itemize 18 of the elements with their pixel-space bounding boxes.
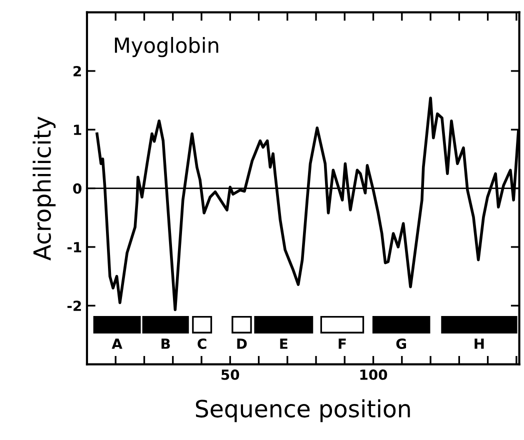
band-label: C (198, 338, 206, 349)
x-tick-label: 50 (222, 369, 240, 380)
y-tick-label: 2 (74, 66, 81, 76)
y-tick-label: 1 (74, 124, 82, 135)
y-tick-label: 0 (73, 183, 82, 194)
y-axis-title: Acrophilicity (32, 116, 56, 261)
band-label: H (474, 338, 484, 349)
band-label: D (237, 338, 247, 349)
band-label: F (338, 338, 346, 349)
band-label: A (112, 338, 122, 349)
x-tick-label: 100 (360, 369, 388, 380)
band-label: G (396, 338, 406, 349)
annotation: Myoglobin (114, 36, 218, 58)
y-tick-label: -2 (67, 300, 81, 311)
x-axis-title: Sequence position (196, 399, 410, 422)
y-tick-label: -1 (67, 242, 82, 252)
band-label: E (280, 338, 288, 349)
band-label: B (162, 338, 170, 349)
